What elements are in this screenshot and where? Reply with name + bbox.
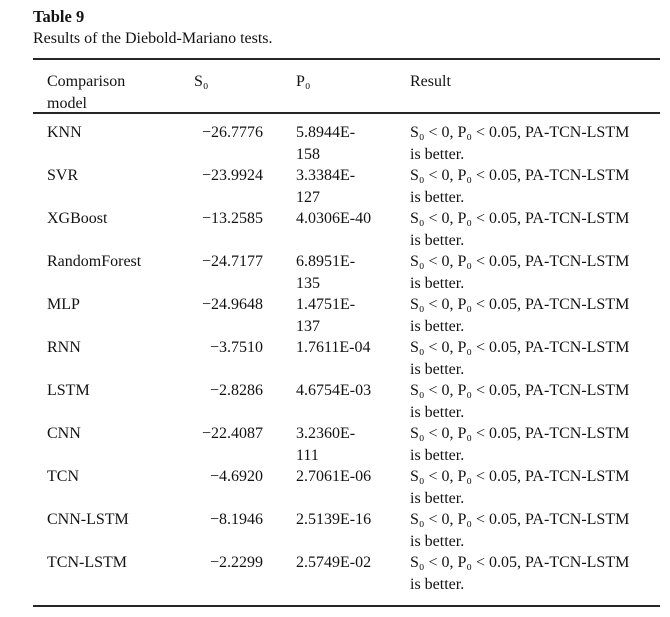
cell-s0: −24.9648	[201, 296, 263, 313]
cell-result: S₀ < 0, P₀ < 0.05, PA-TCN-LSTM is better…	[410, 339, 630, 378]
cell-model: RNN	[47, 339, 81, 356]
table-caption-block: Table 9 Results of the Diebold-Mariano t…	[33, 6, 633, 50]
cell-s0-wrap: −23.9924	[194, 165, 296, 208]
col-header-result: Result	[410, 73, 451, 90]
table-header-row: Comparison model S₀ P₀ Result	[33, 60, 660, 114]
table-body: KNN −26.7776 5.8944E- 158 S₀ < 0, P₀ < 0…	[33, 114, 660, 605]
cell-model: TCN	[47, 468, 79, 485]
cell-p0: 4.6754E-03	[296, 382, 372, 399]
cell-s0-wrap: −13.2585	[194, 208, 296, 251]
cell-model: SVR	[47, 167, 79, 184]
cell-s0-wrap: −22.4087	[194, 423, 296, 466]
cell-s0: −8.1946	[209, 511, 263, 528]
table-row-tcn-lstm: TCN-LSTM −2.2299 2.5749E-02 S₀ < 0, P₀ <…	[33, 552, 660, 595]
cell-result: S₀ < 0, P₀ < 0.05, PA-TCN-LSTM is better…	[410, 511, 630, 550]
cell-s0: −2.8286	[209, 382, 263, 399]
cell-model: CNN	[47, 425, 81, 442]
table-row-cnn-lstm: CNN-LSTM −8.1946 2.5139E-16 S₀ < 0, P₀ <…	[33, 509, 660, 552]
diebold-mariano-table: Comparison model S₀ P₀ Result KNN −26.77…	[33, 58, 660, 607]
cell-s0: −24.7177	[201, 253, 263, 270]
cell-result: S₀ < 0, P₀ < 0.05, PA-TCN-LSTM is better…	[410, 296, 630, 335]
cell-s0-wrap: −8.1946	[194, 509, 296, 552]
cell-p0: 4.0306E-40	[296, 210, 372, 227]
cell-model: TCN-LSTM	[47, 554, 127, 571]
cell-s0-wrap: −24.9648	[194, 294, 296, 337]
cell-result: S₀ < 0, P₀ < 0.05, PA-TCN-LSTM is better…	[410, 167, 630, 206]
cell-result: S₀ < 0, P₀ < 0.05, PA-TCN-LSTM is better…	[410, 468, 630, 507]
cell-p0: 5.8944E- 158	[296, 124, 356, 163]
cell-s0: −22.4087	[201, 425, 263, 442]
cell-p0: 2.5749E-02	[296, 554, 372, 571]
cell-s0: −23.9924	[201, 167, 263, 184]
cell-p0: 2.7061E-06	[296, 468, 372, 485]
cell-s0-wrap: −2.2299	[194, 552, 296, 595]
cell-result: S₀ < 0, P₀ < 0.05, PA-TCN-LSTM is better…	[410, 210, 630, 249]
cell-model: KNN	[47, 124, 82, 141]
table-description: Results of the Diebold-Mariano tests.	[33, 30, 273, 47]
cell-model: LSTM	[47, 382, 90, 399]
table-row-cnn: CNN −22.4087 3.2360E- 111 S₀ < 0, P₀ < 0…	[33, 423, 660, 466]
col-header-comparison-model: Comparison model	[47, 73, 126, 112]
cell-result: S₀ < 0, P₀ < 0.05, PA-TCN-LSTM is better…	[410, 382, 630, 421]
table-row-knn: KNN −26.7776 5.8944E- 158 S₀ < 0, P₀ < 0…	[33, 122, 660, 165]
cell-s0-wrap: −3.7510	[194, 337, 296, 380]
table-row-rnn: RNN −3.7510 1.7611E-04 S₀ < 0, P₀ < 0.05…	[33, 337, 660, 380]
cell-result: S₀ < 0, P₀ < 0.05, PA-TCN-LSTM is better…	[410, 253, 630, 292]
cell-s0-wrap: −24.7177	[194, 251, 296, 294]
cell-s0: −26.7776	[201, 124, 263, 141]
table-row-xgboost: XGBoost −13.2585 4.0306E-40 S₀ < 0, P₀ <…	[33, 208, 660, 251]
cell-p0: 3.3384E- 127	[296, 167, 356, 206]
cell-p0: 6.8951E- 135	[296, 253, 356, 292]
cell-s0-wrap: −26.7776	[194, 122, 296, 165]
col-header-p0: P₀	[296, 73, 311, 90]
cell-s0-wrap: −4.6920	[194, 466, 296, 509]
table-label: Table 9	[33, 7, 85, 26]
table-row-tcn: TCN −4.6920 2.7061E-06 S₀ < 0, P₀ < 0.05…	[33, 466, 660, 509]
cell-s0-wrap: −2.8286	[194, 380, 296, 423]
cell-result: S₀ < 0, P₀ < 0.05, PA-TCN-LSTM is better…	[410, 554, 630, 593]
cell-result: S₀ < 0, P₀ < 0.05, PA-TCN-LSTM is better…	[410, 124, 630, 163]
cell-model: XGBoost	[47, 210, 108, 227]
cell-model: RandomForest	[47, 253, 142, 270]
table-row-mlp: MLP −24.9648 1.4751E- 137 S₀ < 0, P₀ < 0…	[33, 294, 660, 337]
cell-s0: −13.2585	[201, 210, 263, 227]
col-header-s0: S₀	[194, 73, 209, 90]
cell-result: S₀ < 0, P₀ < 0.05, PA-TCN-LSTM is better…	[410, 425, 630, 464]
table-row-lstm: LSTM −2.8286 4.6754E-03 S₀ < 0, P₀ < 0.0…	[33, 380, 660, 423]
cell-s0: −2.2299	[209, 554, 263, 571]
cell-model: CNN-LSTM	[47, 511, 129, 528]
cell-s0: −3.7510	[209, 339, 263, 356]
cell-p0: 3.2360E- 111	[296, 425, 356, 464]
cell-p0: 1.4751E- 137	[296, 296, 356, 335]
table-row-svr: SVR −23.9924 3.3384E- 127 S₀ < 0, P₀ < 0…	[33, 165, 660, 208]
cell-p0: 2.5139E-16	[296, 511, 372, 528]
cell-p0: 1.7611E-04	[296, 339, 371, 356]
cell-model: MLP	[47, 296, 80, 313]
cell-s0: −4.6920	[209, 468, 263, 485]
table-row-randomforest: RandomForest −24.7177 6.8951E- 135 S₀ < …	[33, 251, 660, 294]
